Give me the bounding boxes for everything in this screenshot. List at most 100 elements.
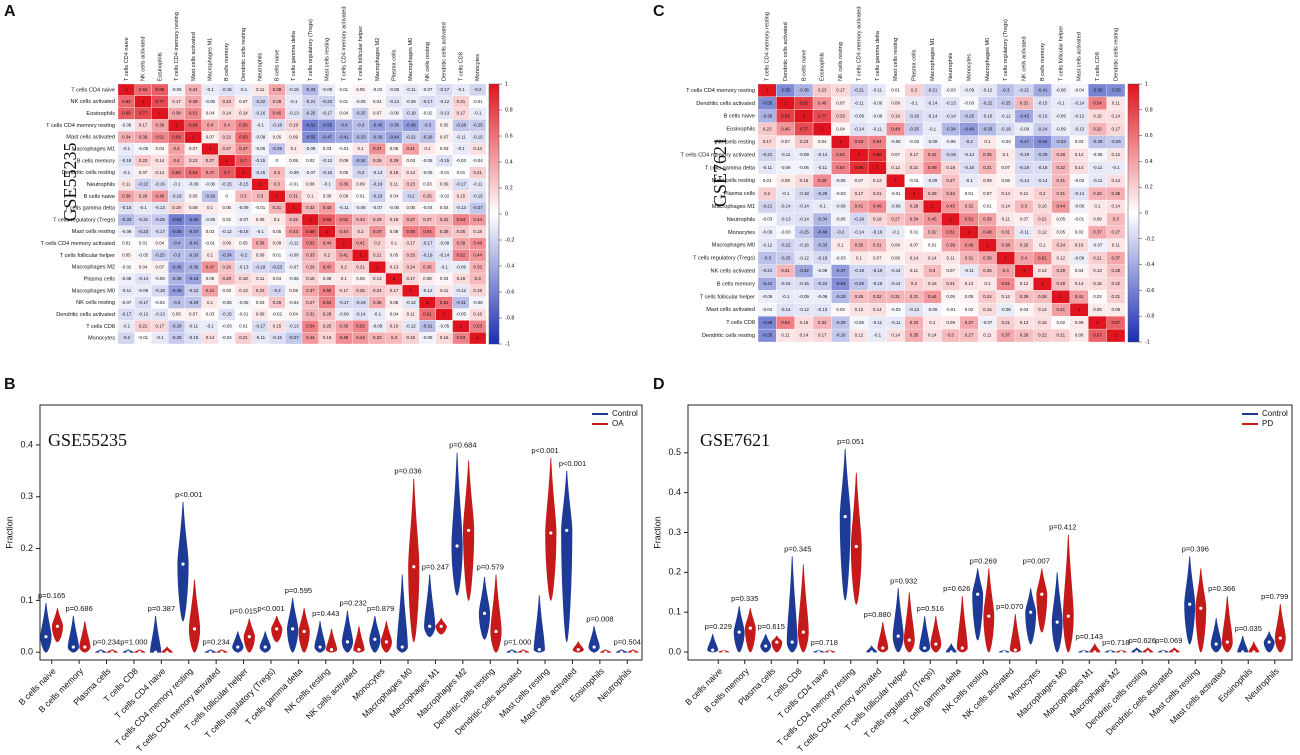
row-label: B cells memory	[77, 158, 115, 164]
cell-value: 0.13	[1093, 268, 1102, 273]
cell-value: 0.33	[1093, 191, 1102, 196]
cell-value: 0.07	[946, 268, 955, 273]
cell-value: -0.05	[439, 323, 450, 328]
cell-value: -0.11	[817, 165, 827, 170]
p-value: p=0.069	[1155, 636, 1182, 645]
cell-value: -0.25	[155, 253, 166, 258]
median-dot	[722, 650, 726, 654]
violin	[149, 615, 162, 653]
cell-value: 0.13	[373, 276, 382, 281]
cell-value: -0.1	[929, 126, 937, 131]
cell-value: 0.69	[122, 111, 131, 116]
cell-value: 0.1	[856, 255, 863, 260]
column-label: Macrophages M0	[985, 38, 991, 81]
cell-value: 0.32	[873, 294, 882, 299]
cell-value: 0.21	[873, 191, 882, 196]
cell-value: 0.18	[306, 276, 315, 281]
cell-value: 0.01	[457, 170, 466, 175]
cell-value: 0.22	[222, 134, 231, 139]
cell-value: -0.23	[138, 229, 149, 234]
column-label: Dendritic cells resting	[1113, 28, 1119, 81]
cell-value: 0.77	[139, 111, 148, 116]
cell-value: -0.2	[965, 139, 973, 144]
column-label: B cells naive	[801, 50, 807, 81]
cell-value: -0.05	[1092, 152, 1103, 157]
cell-value: -0.07	[305, 170, 316, 175]
cell-value: -0.19	[422, 253, 433, 258]
cell-value: -0.05	[289, 276, 300, 281]
cell-value: 0.31	[965, 255, 974, 260]
cell-value: -0.15	[188, 335, 199, 340]
violin	[1195, 568, 1207, 653]
cell-value: -0.21	[762, 204, 773, 209]
column-label: Mast cells activated	[1077, 32, 1083, 81]
cell-value: 0.05	[273, 134, 282, 139]
cell-value: 0.77	[818, 113, 827, 118]
cell-value: -0.14	[927, 101, 938, 106]
cell-value: 0.09	[222, 241, 231, 246]
cell-value: 0.04	[373, 99, 382, 104]
cell-value: -0.06	[891, 139, 902, 144]
cell-value: -0.1	[965, 178, 973, 183]
cell-value: 0.2	[324, 253, 331, 258]
colorbar-tick-label: -0.8	[505, 315, 514, 321]
p-value: p=0.366	[1208, 584, 1235, 593]
cell-value: 0.05	[340, 170, 349, 175]
cell-value: 0.37	[1001, 333, 1010, 338]
cell-value: 0.16	[928, 281, 937, 286]
cell-value: -0.16	[322, 170, 333, 175]
median-dot	[1093, 650, 1097, 654]
cell-value: 0.08	[423, 276, 432, 281]
cell-value: -0.1	[123, 170, 131, 175]
p-value: p=0.626	[943, 584, 970, 593]
median-dot	[537, 648, 541, 652]
cell-value: 0.08	[390, 229, 399, 234]
cell-value: -0.42	[799, 268, 810, 273]
cell-value: 0.1	[291, 146, 298, 151]
cell-value: 0.07	[891, 152, 900, 157]
cell-value: -0.48	[406, 123, 417, 128]
cell-value: 0.11	[910, 268, 919, 273]
cell-value: 0.02	[1093, 294, 1102, 299]
cell-value: 0.31	[1001, 230, 1010, 235]
cell-value: -0.45	[172, 264, 183, 269]
cell-value: 0.05	[289, 288, 298, 293]
p-value: p=0.579	[477, 562, 504, 571]
cell-value: 0.54	[873, 139, 882, 144]
cell-value: 1	[894, 178, 897, 183]
cell-value: -0.08	[1056, 88, 1067, 93]
cell-value: -0.14	[927, 113, 938, 118]
cell-value: 0.1	[207, 300, 214, 305]
cell-value: 0.18	[390, 170, 399, 175]
median-dot	[870, 650, 874, 654]
median-dot	[764, 644, 768, 648]
cell-value: -0.29	[272, 146, 283, 151]
cell-value: 0.07	[836, 101, 845, 106]
colorbar	[488, 83, 500, 345]
cell-value: -0.1	[173, 182, 181, 187]
cell-value: -0.09	[372, 323, 383, 328]
row-label: T cells CD4 memory activated	[680, 152, 755, 158]
cell-value: 0.07	[910, 242, 919, 247]
cell-value: 0.11	[1002, 217, 1011, 222]
row-label: Macrophages M0	[712, 243, 755, 249]
cell-value: -0.2	[474, 87, 482, 92]
median-dot	[1119, 650, 1123, 654]
cell-value: 0.07	[156, 264, 165, 269]
cell-value: -0.36	[372, 134, 383, 139]
cell-value: 0.05	[222, 205, 231, 210]
median-dot	[1225, 640, 1229, 644]
cell-value: -0.05	[854, 320, 865, 325]
median-dot	[247, 635, 251, 639]
cell-value: 0.32	[965, 204, 974, 209]
y-tick-label: 0.0	[668, 646, 681, 656]
cell-value: 0.07	[781, 139, 790, 144]
violin	[561, 470, 573, 643]
cell-value: -0.06	[836, 178, 847, 183]
cell-value: 0.38	[273, 87, 282, 92]
cell-value: 0.04	[1075, 268, 1084, 273]
cell-value: 0.27	[206, 158, 215, 163]
cell-value: 0.05	[239, 241, 248, 246]
cell-value: -0.06	[422, 335, 433, 340]
median-dot	[1029, 610, 1033, 614]
